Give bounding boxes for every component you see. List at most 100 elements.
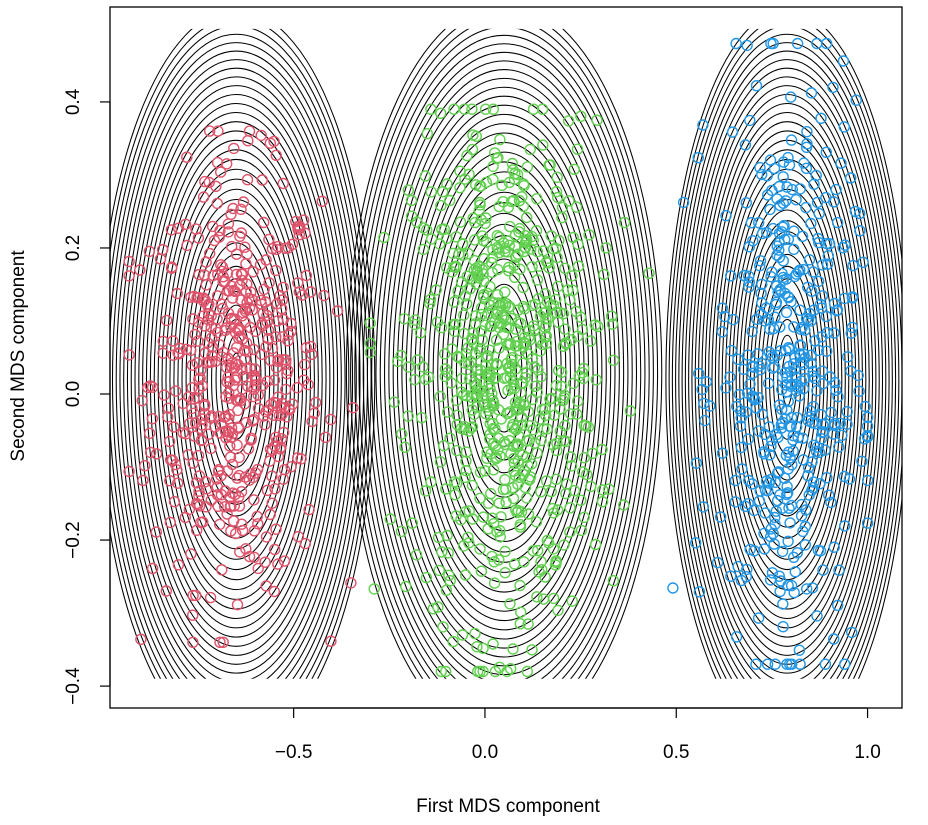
data-point [785,91,797,103]
data-point [780,306,793,319]
data-point [510,251,523,263]
data-point [239,241,251,253]
data-point [589,538,602,551]
data-point [144,446,157,459]
data-point [185,344,197,357]
data-point [482,523,494,535]
data-point [441,262,453,274]
data-point [502,235,515,247]
data-point [847,259,859,272]
data-point [814,298,827,311]
data-point [814,545,827,557]
data-point [750,79,763,92]
data-point [268,374,281,386]
data-point [395,525,408,538]
data-point [730,631,743,643]
contour-line [110,33,365,679]
data-point [807,400,820,413]
data-point [228,500,241,512]
data-point [264,508,276,521]
data-point [270,149,282,162]
data-point [768,322,780,335]
data-point [150,448,163,460]
data-point [190,223,202,235]
data-point [193,373,205,386]
data-point [770,505,782,517]
data-point [746,325,758,338]
data-point [478,275,490,287]
data-point [451,477,463,489]
data-point [744,543,756,556]
data-point [809,418,822,430]
data-point [443,569,455,581]
data-point [837,55,850,67]
data-point [270,264,282,277]
data-point [834,417,846,429]
data-point [181,239,193,252]
data-point [831,305,843,317]
data-point [726,126,739,138]
data-point [845,172,857,184]
data-point [447,247,459,260]
x-tick-label: 0.0 [472,742,498,763]
data-point [861,474,874,487]
data-point [816,331,828,343]
data-point [548,409,561,421]
data-point [425,186,437,198]
data-point [474,665,486,678]
data-point [583,229,595,241]
data-point [213,339,226,351]
data-point [756,227,769,240]
contour-line [401,113,607,631]
data-point [282,364,294,377]
data-point [240,258,252,270]
data-point [531,274,544,286]
contour-line [169,178,304,581]
data-point [720,209,732,222]
data-point [450,394,463,407]
data-point [812,275,825,288]
data-point [772,466,785,478]
contour-line [688,67,887,679]
data-point [777,598,789,610]
data-point [780,345,792,357]
data-point [770,280,783,292]
data-point [788,551,800,563]
data-point [232,491,245,503]
data-point [306,415,318,428]
data-point [828,541,840,553]
data-point [823,489,835,501]
data-point [507,481,519,494]
data-point [807,365,819,378]
data-point [261,316,273,328]
y-tick-label: −0.4 [63,667,84,705]
data-point [589,319,601,331]
data-point [519,331,531,343]
data-point [496,179,508,192]
data-point [474,543,486,555]
contour-line [668,28,902,679]
data-point [846,292,859,304]
data-point [211,156,224,169]
data-point [185,548,197,560]
data-point [460,298,473,310]
data-point [241,248,253,260]
data-point [802,281,814,293]
data-point [796,230,809,243]
data-point [738,269,750,282]
data-point [224,500,237,513]
data-point [518,336,530,349]
data-point [316,195,328,208]
data-point [692,151,704,164]
data-point [493,200,505,213]
data-point [134,264,146,276]
data-point [183,503,196,516]
data-point [597,484,609,496]
data-point [522,508,535,520]
data-point [231,439,243,451]
data-point [790,268,803,280]
data-point [448,103,460,115]
data-point [606,318,619,330]
data-point [742,433,754,445]
contour-line [681,50,893,679]
